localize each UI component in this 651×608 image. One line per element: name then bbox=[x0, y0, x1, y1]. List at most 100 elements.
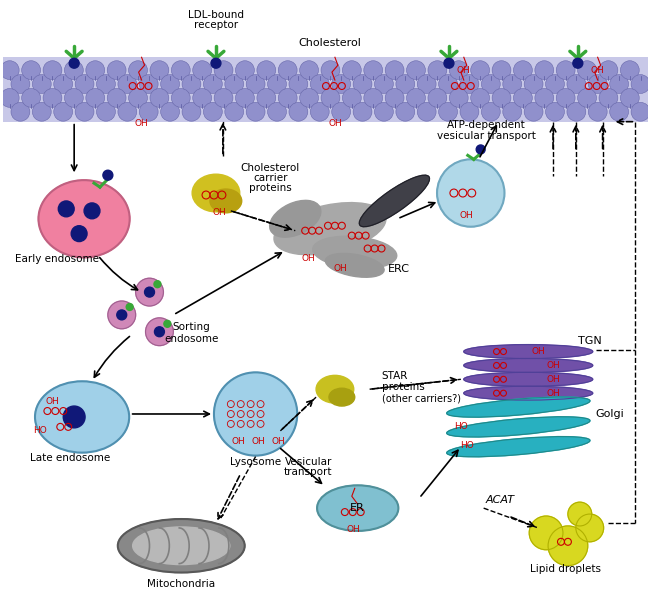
Text: OH: OH bbox=[546, 389, 560, 398]
Circle shape bbox=[492, 89, 511, 108]
Text: ERC: ERC bbox=[389, 264, 410, 274]
Text: OH: OH bbox=[301, 254, 315, 263]
Circle shape bbox=[610, 75, 629, 94]
Circle shape bbox=[332, 102, 351, 121]
Ellipse shape bbox=[35, 381, 129, 452]
Text: OH: OH bbox=[46, 396, 59, 406]
Text: Lipid droplets: Lipid droplets bbox=[531, 564, 602, 573]
Text: OH: OH bbox=[232, 437, 245, 446]
Circle shape bbox=[203, 75, 222, 94]
Text: ER: ER bbox=[350, 503, 365, 513]
Text: OH: OH bbox=[135, 119, 148, 128]
Text: Vesicular: Vesicular bbox=[284, 457, 332, 466]
Circle shape bbox=[103, 170, 113, 180]
Circle shape bbox=[439, 102, 458, 121]
Circle shape bbox=[417, 102, 436, 121]
Circle shape bbox=[503, 75, 521, 94]
Ellipse shape bbox=[312, 237, 396, 269]
Circle shape bbox=[577, 61, 596, 80]
Circle shape bbox=[568, 502, 592, 526]
Circle shape bbox=[476, 145, 485, 154]
Circle shape bbox=[268, 102, 286, 121]
Circle shape bbox=[75, 102, 94, 121]
Circle shape bbox=[214, 89, 233, 108]
Circle shape bbox=[139, 75, 158, 94]
Text: Lysosome: Lysosome bbox=[230, 457, 281, 466]
Text: OH: OH bbox=[460, 212, 474, 220]
Circle shape bbox=[610, 102, 629, 121]
Circle shape bbox=[364, 89, 383, 108]
Circle shape bbox=[164, 320, 171, 327]
Circle shape bbox=[535, 61, 554, 80]
Text: Sorting: Sorting bbox=[173, 322, 210, 332]
Circle shape bbox=[86, 89, 105, 108]
Circle shape bbox=[321, 89, 340, 108]
Circle shape bbox=[96, 102, 115, 121]
Circle shape bbox=[385, 61, 404, 80]
Circle shape bbox=[0, 61, 19, 80]
Circle shape bbox=[69, 58, 79, 68]
Circle shape bbox=[471, 61, 490, 80]
Circle shape bbox=[64, 61, 83, 80]
Text: vesicular transport: vesicular transport bbox=[437, 131, 536, 140]
Circle shape bbox=[529, 516, 563, 550]
Ellipse shape bbox=[464, 359, 592, 372]
Circle shape bbox=[214, 61, 233, 80]
Circle shape bbox=[54, 102, 73, 121]
Circle shape bbox=[54, 75, 73, 94]
Circle shape bbox=[407, 89, 425, 108]
Text: (other carriers?): (other carriers?) bbox=[381, 393, 460, 403]
Circle shape bbox=[171, 89, 190, 108]
Text: Early endosome: Early endosome bbox=[16, 254, 100, 264]
Ellipse shape bbox=[447, 437, 590, 457]
Text: HO: HO bbox=[460, 441, 474, 450]
Circle shape bbox=[268, 75, 286, 94]
Ellipse shape bbox=[210, 189, 242, 213]
Text: Cholesterol: Cholesterol bbox=[241, 163, 300, 173]
Text: OH: OH bbox=[252, 437, 266, 446]
Circle shape bbox=[599, 61, 618, 80]
Text: HO: HO bbox=[34, 426, 48, 435]
Circle shape bbox=[11, 75, 30, 94]
Circle shape bbox=[417, 75, 436, 94]
Circle shape bbox=[108, 301, 135, 329]
Text: ATP-dependent: ATP-dependent bbox=[447, 120, 526, 130]
Circle shape bbox=[353, 102, 372, 121]
Circle shape bbox=[182, 102, 201, 121]
Circle shape bbox=[342, 61, 361, 80]
Circle shape bbox=[535, 89, 554, 108]
Text: OH: OH bbox=[457, 66, 471, 75]
Ellipse shape bbox=[464, 345, 592, 359]
Circle shape bbox=[43, 89, 62, 108]
Circle shape bbox=[150, 89, 169, 108]
Circle shape bbox=[129, 61, 147, 80]
Circle shape bbox=[556, 89, 575, 108]
Text: OH: OH bbox=[546, 375, 560, 384]
Circle shape bbox=[460, 75, 479, 94]
Circle shape bbox=[75, 75, 94, 94]
Circle shape bbox=[589, 102, 607, 121]
Circle shape bbox=[236, 89, 255, 108]
Circle shape bbox=[43, 61, 62, 80]
Text: Late endosome: Late endosome bbox=[30, 452, 110, 463]
Circle shape bbox=[546, 75, 564, 94]
Circle shape bbox=[524, 102, 543, 121]
Circle shape bbox=[86, 61, 105, 80]
Circle shape bbox=[289, 102, 308, 121]
Circle shape bbox=[546, 102, 564, 121]
Circle shape bbox=[576, 514, 603, 542]
Circle shape bbox=[385, 89, 404, 108]
Text: OH: OH bbox=[590, 66, 605, 75]
Text: carrier: carrier bbox=[253, 173, 288, 183]
Circle shape bbox=[299, 89, 318, 108]
Circle shape bbox=[146, 318, 173, 345]
Circle shape bbox=[311, 102, 329, 121]
Text: ACAT: ACAT bbox=[486, 495, 515, 505]
Circle shape bbox=[145, 287, 154, 297]
Circle shape bbox=[126, 303, 133, 311]
Circle shape bbox=[84, 203, 100, 219]
Circle shape bbox=[0, 89, 19, 108]
Circle shape bbox=[193, 61, 212, 80]
Circle shape bbox=[444, 58, 454, 68]
Circle shape bbox=[59, 201, 74, 217]
